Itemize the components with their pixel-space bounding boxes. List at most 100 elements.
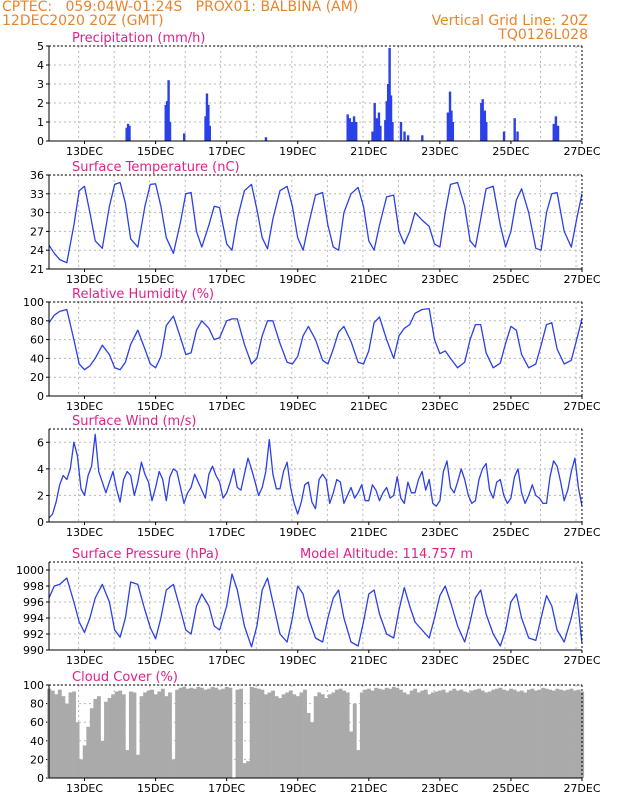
grid-line-note: Vertical Grid Line: 20Z bbox=[431, 13, 588, 29]
cloud-bar bbox=[356, 750, 361, 778]
cloud-bar bbox=[388, 688, 393, 778]
cloud-bar bbox=[136, 754, 140, 778]
y-tick-label: 994 bbox=[23, 612, 44, 625]
cloud-bar bbox=[253, 687, 258, 778]
x-tick-label: 27DEC bbox=[563, 273, 600, 286]
y-tick-label: 0 bbox=[37, 135, 44, 148]
x-tick-label: 25DEC bbox=[492, 400, 529, 413]
x-tick-label: 17DEC bbox=[208, 400, 245, 413]
precip-bar bbox=[556, 125, 560, 141]
precip-bar bbox=[128, 125, 131, 141]
precip-bar bbox=[451, 122, 455, 141]
cloud-bar bbox=[331, 692, 336, 778]
precip-bar bbox=[373, 103, 376, 141]
x-tick-label: 19DEC bbox=[279, 654, 316, 667]
precip-bar bbox=[446, 112, 450, 141]
cloud-bar bbox=[498, 687, 503, 778]
precip-bar bbox=[516, 131, 519, 141]
cloud-bar bbox=[430, 692, 435, 778]
y-tick-label: 80 bbox=[30, 315, 44, 328]
cloud-bar bbox=[459, 689, 464, 778]
cloud-bar bbox=[384, 687, 389, 778]
panel-title: Surface Wind (m/s) bbox=[72, 414, 196, 429]
panel-2: 21 24 27 30 33 36 13DEC 15DEC 17DEC 19DEC 21DEC 23D… bbox=[30, 160, 601, 286]
precip-bar bbox=[208, 125, 212, 141]
cloud-bar bbox=[359, 692, 364, 778]
y-tick-label: 33 bbox=[30, 188, 44, 201]
panel-title: Precipitation (mm/h) bbox=[72, 31, 205, 46]
cloud-bar bbox=[406, 694, 410, 778]
cloud-bar bbox=[96, 696, 101, 778]
y-tick-label: 21 bbox=[30, 263, 44, 276]
cloud-bar bbox=[526, 689, 531, 778]
x-tick-label: 23DEC bbox=[421, 273, 458, 286]
cloud-bar bbox=[395, 687, 400, 778]
cloud-bar bbox=[100, 740, 105, 778]
cloud-bar bbox=[303, 689, 307, 778]
cloud-bar bbox=[139, 696, 144, 778]
x-tick-label: 19DEC bbox=[279, 400, 316, 413]
precip-bar bbox=[421, 135, 424, 141]
precip-bar bbox=[168, 122, 172, 141]
cloud-bar bbox=[75, 722, 80, 778]
y-tick-label: 5 bbox=[37, 40, 44, 53]
x-tick-label: 13DEC bbox=[66, 400, 103, 413]
cloud-bar bbox=[434, 691, 439, 778]
x-tick-label: 13DEC bbox=[66, 145, 103, 158]
precip-bar bbox=[480, 103, 483, 141]
precip-bar bbox=[552, 123, 555, 141]
y-tick-label: 60 bbox=[30, 334, 44, 347]
cloud-bar bbox=[79, 759, 84, 778]
cloud-bar bbox=[224, 686, 229, 778]
y-tick-label: 4 bbox=[37, 59, 44, 72]
x-tick-label: 19DEC bbox=[279, 145, 316, 158]
x-tick-label: 27DEC bbox=[563, 782, 600, 795]
cloud-bar bbox=[317, 692, 322, 778]
precip-bar bbox=[125, 127, 128, 141]
precip-bar bbox=[384, 120, 387, 141]
precip-bar bbox=[164, 104, 167, 141]
cloud-bar bbox=[178, 687, 183, 778]
y-tick-label: 40 bbox=[30, 352, 44, 365]
cloud-bar bbox=[541, 687, 545, 778]
cloud-bar bbox=[313, 696, 318, 778]
x-tick-label: 21DEC bbox=[350, 654, 387, 667]
x-tick-label: 25DEC bbox=[492, 782, 529, 795]
precip-bar bbox=[483, 110, 487, 141]
cloud-bar bbox=[377, 688, 382, 778]
precip-bar bbox=[406, 135, 410, 141]
cloud-bar bbox=[228, 687, 233, 778]
cloud-bar bbox=[132, 692, 137, 778]
y-tick-label: 60 bbox=[30, 716, 44, 729]
panel-1: 0 1 2 3 4 5 13DEC 15DEC 17DEC 19DEC 21DEC 23DEC 25DE… bbox=[37, 31, 601, 158]
precip-bar bbox=[389, 95, 393, 141]
x-tick-label: 13DEC bbox=[66, 782, 103, 795]
precip-bar bbox=[450, 110, 453, 141]
cloud-bar bbox=[267, 692, 272, 778]
cloud-bar bbox=[349, 731, 354, 778]
panel-3: 0 20 40 60 80 100 13DEC 15DEC 17DEC 19DEC 21DEC 23D… bbox=[23, 287, 601, 413]
precip-bar bbox=[377, 112, 381, 141]
cloud-bar bbox=[125, 750, 130, 778]
cloud-bar bbox=[310, 722, 315, 778]
model-id: TQ0126L028 bbox=[498, 27, 588, 43]
cloud-bar bbox=[299, 692, 304, 778]
precip-bar bbox=[126, 123, 130, 141]
cloud-bar bbox=[477, 688, 482, 778]
cloud-bar bbox=[473, 689, 478, 778]
cloud-bar bbox=[82, 745, 87, 778]
precip-bar bbox=[391, 122, 394, 141]
x-tick-label: 17DEC bbox=[208, 782, 245, 795]
x-tick-label: 15DEC bbox=[137, 526, 174, 539]
model-altitude: Model Altitude: 114.757 m bbox=[300, 547, 473, 562]
cloud-bar bbox=[235, 689, 240, 778]
cloud-bar bbox=[281, 694, 286, 778]
x-tick-label: 15DEC bbox=[137, 273, 174, 286]
cloud-bar bbox=[374, 687, 378, 778]
cloud-bar bbox=[320, 694, 325, 778]
y-tick-label: 990 bbox=[23, 644, 44, 657]
cloud-bar bbox=[192, 688, 197, 778]
y-tick-label: 2 bbox=[37, 97, 44, 110]
x-tick-label: 27DEC bbox=[563, 400, 600, 413]
